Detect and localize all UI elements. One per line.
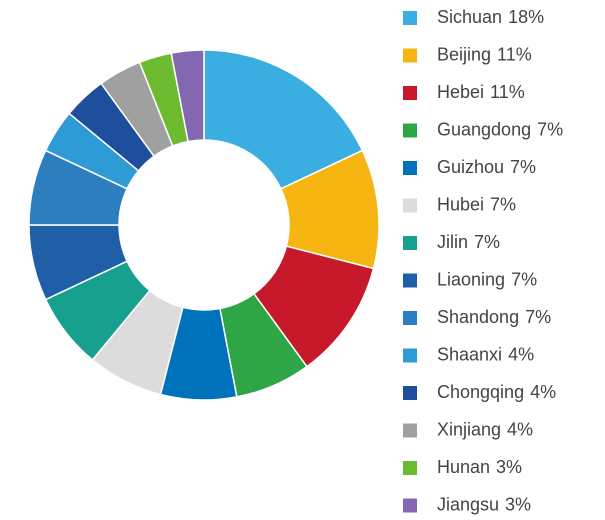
legend-value: 7% xyxy=(474,232,500,252)
legend-label: Shaanxi 4% xyxy=(437,344,534,364)
legend-name: Beijing xyxy=(437,44,491,64)
legend-swatch xyxy=(403,311,417,325)
legend-swatch xyxy=(403,348,417,363)
legend-swatch xyxy=(403,123,417,138)
legend-value: 3% xyxy=(505,494,531,514)
legend-name: Hebei xyxy=(437,82,484,102)
legend-value: 11% xyxy=(490,82,525,102)
legend-label: Guizhou 7% xyxy=(437,157,536,177)
legend-value: 18% xyxy=(508,7,544,27)
legend-label: Sichuan 18% xyxy=(437,7,544,27)
legend-value: 7% xyxy=(511,269,537,289)
legend-swatch xyxy=(403,198,417,213)
legend-name: Hubei xyxy=(437,194,484,214)
legend-value: 4% xyxy=(530,382,556,402)
legend-swatch xyxy=(403,236,417,250)
legend-swatch xyxy=(403,48,417,63)
legend-name: Jilin xyxy=(437,232,468,252)
legend-swatch xyxy=(403,386,417,400)
legend-swatch xyxy=(403,273,417,288)
legend-swatch xyxy=(403,161,417,175)
legend-label: Hunan 3% xyxy=(437,457,522,477)
donut-slice xyxy=(170,49,205,143)
legend-label: Beijing 11% xyxy=(437,44,532,64)
legend-swatch xyxy=(403,498,417,513)
donut-slice xyxy=(203,49,364,190)
legend-value: 4% xyxy=(507,419,533,439)
legend-label: Shandong 7% xyxy=(437,307,551,327)
legend-name: Jiangsu xyxy=(437,494,499,514)
legend-value: 7% xyxy=(525,307,551,327)
legend-value: 7% xyxy=(537,119,563,139)
legend-name: Shaanxi xyxy=(437,344,502,364)
legend-name: Xinjiang xyxy=(437,419,501,439)
legend-swatch xyxy=(403,86,417,100)
legend-name: Hunan xyxy=(437,457,490,477)
legend-name: Liaoning xyxy=(437,269,505,289)
legend-value: 11% xyxy=(497,44,532,64)
legend-label: Hebei 11% xyxy=(437,82,525,102)
legend-name: Chongqing xyxy=(437,382,524,402)
legend-name: Shandong xyxy=(437,307,519,327)
legend-value: 4% xyxy=(508,344,534,364)
legend-swatch xyxy=(403,461,417,475)
legend-label: Xinjiang 4% xyxy=(437,419,533,439)
legend-label: Liaoning 7% xyxy=(437,269,537,289)
legend-label: Guangdong 7% xyxy=(437,119,563,139)
legend-swatch xyxy=(403,423,417,438)
legend-value: 7% xyxy=(510,157,536,177)
legend-value: 7% xyxy=(490,194,516,214)
legend-label: Hubei 7% xyxy=(437,194,516,214)
legend-label: Chongqing 4% xyxy=(437,382,556,402)
legend-swatch xyxy=(403,11,417,25)
legend-label: Jilin 7% xyxy=(437,232,500,252)
legend-value: 3% xyxy=(496,457,522,477)
legend-name: Sichuan xyxy=(437,7,502,27)
legend-label: Jiangsu 3% xyxy=(437,494,531,514)
legend-name: Guizhou xyxy=(437,157,504,177)
legend-name: Guangdong xyxy=(437,119,531,139)
